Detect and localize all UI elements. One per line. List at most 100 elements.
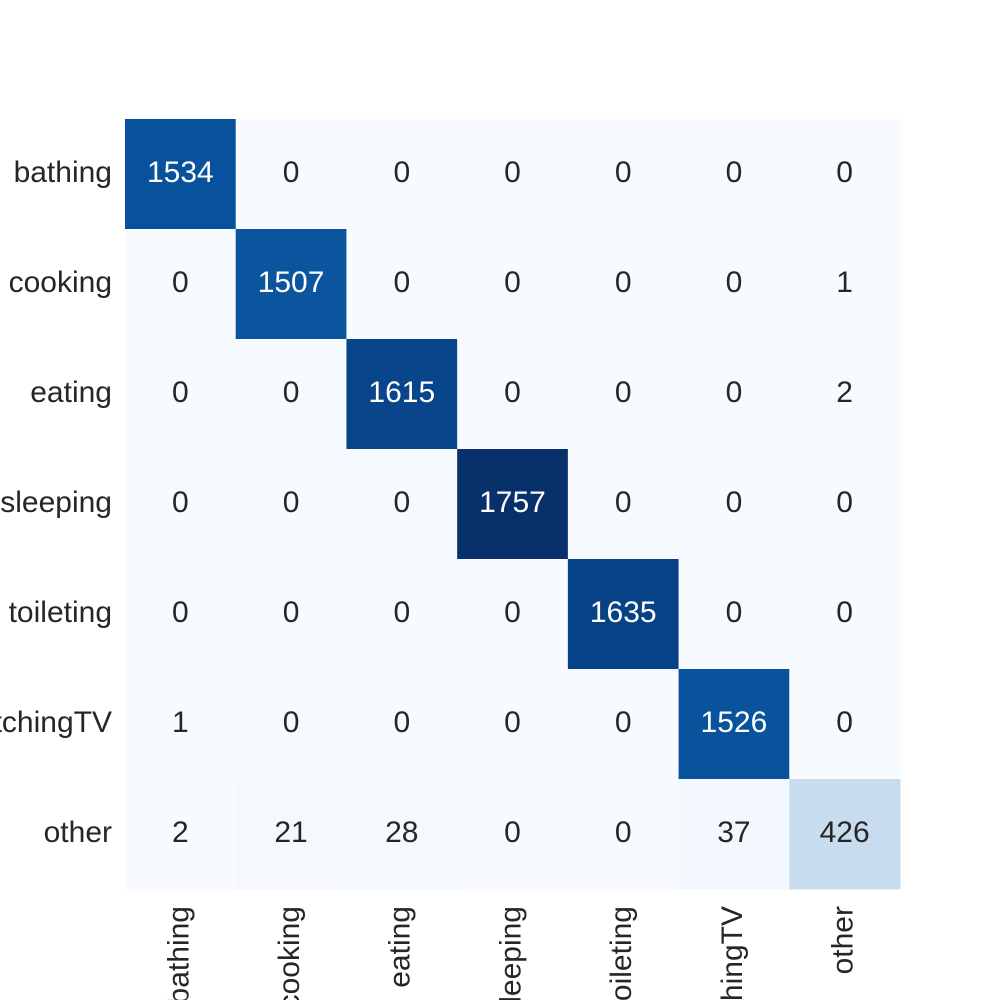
- y-tick-label: sleeping: [0, 486, 112, 519]
- cell-label: 0: [393, 266, 410, 299]
- heatmap-cell: [678, 559, 790, 670]
- cell-label: 0: [615, 486, 632, 519]
- cell-label: 0: [836, 706, 853, 739]
- cell-label: 1534: [147, 156, 214, 189]
- heatmap-cell: [567, 339, 680, 450]
- cell-label: 0: [172, 376, 189, 409]
- cell-label: 0: [726, 156, 743, 189]
- x-tick-label: sleeping: [494, 906, 527, 1000]
- heatmap-cell: [789, 779, 901, 890]
- cell-label: 1635: [590, 596, 657, 629]
- heatmap-cell: [567, 559, 680, 670]
- cell-label: 21: [274, 816, 307, 849]
- heatmap-cell: [235, 339, 347, 450]
- cell-label: 37: [717, 816, 750, 849]
- heatmap-cell: [235, 669, 347, 780]
- cell-label: 1507: [258, 266, 325, 299]
- heatmap-cell: [125, 559, 237, 670]
- cell-label: 0: [615, 706, 632, 739]
- heatmap-cell: [457, 669, 569, 780]
- heatmap-cell: [125, 449, 237, 560]
- cell-label: 0: [393, 156, 410, 189]
- cell-label: 0: [615, 816, 632, 849]
- y-tick-label: watchingTV: [0, 706, 112, 739]
- cell-label: 0: [393, 486, 410, 519]
- y-tick-label: other: [44, 816, 112, 849]
- heatmap-cell: [457, 449, 569, 560]
- cell-label: 0: [504, 596, 521, 629]
- cell-label: 0: [172, 266, 189, 299]
- heatmap-cell: [346, 119, 458, 230]
- heatmap-cell: [457, 229, 569, 340]
- heatmap-cell: [235, 449, 347, 560]
- heatmap-cell: [567, 119, 680, 230]
- cell-label: 0: [283, 706, 300, 739]
- cell-label: 28: [385, 816, 418, 849]
- heatmap-cell: [235, 119, 347, 230]
- y-tick-label: toileting: [9, 596, 112, 629]
- heatmap-cell: [346, 339, 458, 450]
- cell-label: 1526: [701, 706, 768, 739]
- heatmap-cell: [457, 339, 569, 450]
- heatmap-cell: [678, 779, 790, 890]
- heatmap-cell: [678, 229, 790, 340]
- heatmap-cell: [678, 449, 790, 560]
- heatmap-cell: [125, 779, 237, 890]
- heatmap-cell: [346, 559, 458, 670]
- cell-label: 2: [172, 816, 189, 849]
- cell-label: 0: [283, 596, 300, 629]
- cell-label: 0: [726, 486, 743, 519]
- cell-label: 1: [836, 266, 853, 299]
- cell-label: 0: [726, 376, 743, 409]
- heatmap-cell: [346, 779, 458, 890]
- x-tick-label: cooking: [273, 906, 306, 1000]
- heatmap-cell: [789, 119, 901, 230]
- heatmap-cell: [125, 339, 237, 450]
- cell-label: 1757: [479, 486, 546, 519]
- cell-label: 0: [283, 156, 300, 189]
- cell-label: 0: [172, 486, 189, 519]
- heatmap-cell: [567, 229, 680, 340]
- heatmap-cell: [346, 229, 458, 340]
- cell-label: 0: [836, 596, 853, 629]
- heatmap-cell: [567, 669, 680, 780]
- cell-label: 0: [172, 596, 189, 629]
- cell-label: 0: [615, 156, 632, 189]
- cell-label: 0: [836, 156, 853, 189]
- heatmap-cell: [678, 119, 790, 230]
- heatmap-cell: [125, 229, 237, 340]
- cell-label: 0: [504, 156, 521, 189]
- heatmap-cell: [125, 119, 237, 230]
- heatmap-cell: [789, 339, 901, 450]
- cell-label: 0: [393, 596, 410, 629]
- cell-label: 0: [836, 486, 853, 519]
- heatmap-cell: [457, 779, 569, 890]
- heatmap-cell: [346, 669, 458, 780]
- cell-label: 0: [726, 596, 743, 629]
- heatmap-cell: [235, 559, 347, 670]
- y-tick-label: bathing: [14, 156, 112, 189]
- cell-label: 0: [615, 376, 632, 409]
- cell-label: 0: [726, 266, 743, 299]
- cell-label: 0: [504, 706, 521, 739]
- heatmap-cell: [457, 559, 569, 670]
- cell-label: 0: [283, 486, 300, 519]
- cell-label: 0: [504, 266, 521, 299]
- cell-label: 0: [615, 266, 632, 299]
- heatmap-cell: [789, 229, 901, 340]
- cell-label: 0: [393, 706, 410, 739]
- x-tick-label: other: [827, 906, 860, 974]
- cell-label: 2: [836, 376, 853, 409]
- cell-label: 0: [504, 376, 521, 409]
- x-tick-label: watchingTV: [716, 906, 749, 1000]
- x-tick-label: toileting: [605, 906, 638, 1000]
- cell-label: 0: [283, 376, 300, 409]
- heatmap-cell: [567, 449, 680, 560]
- heatmap-cell: [789, 449, 901, 560]
- x-tick-label: bathing: [162, 906, 195, 1000]
- cell-label: 1615: [368, 376, 435, 409]
- cell-label: 0: [504, 816, 521, 849]
- heatmap-cell: [125, 669, 237, 780]
- heatmap-cell: [789, 669, 901, 780]
